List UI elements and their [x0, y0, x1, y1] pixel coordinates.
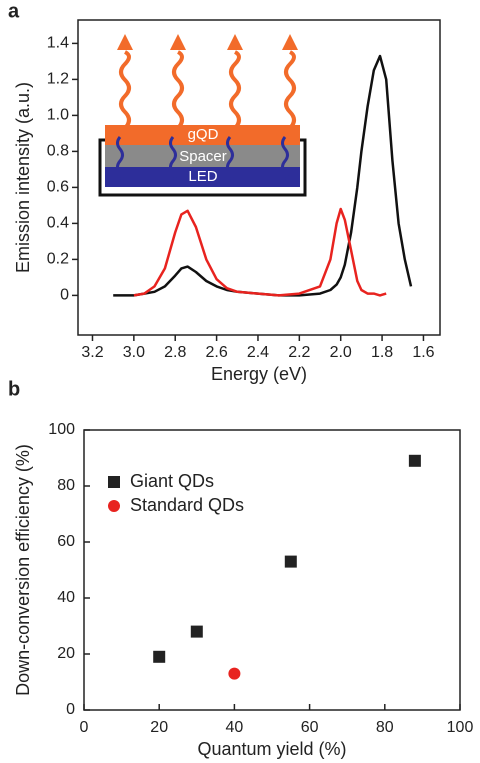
x-tick-label: 1.6 — [412, 344, 434, 361]
point — [408, 454, 421, 467]
spectrum-line — [133, 207, 387, 297]
y-tick-label: 1.0 — [47, 107, 69, 124]
y-tick-label: 60 — [57, 533, 75, 550]
spectrum-line — [113, 54, 413, 297]
wave — [119, 50, 131, 130]
x-tick-label: 60 — [301, 719, 319, 736]
y-axis-label: Down-conversion efficiency (%) — [13, 444, 33, 696]
legend-marker — [108, 476, 120, 488]
x-tick-label: 3.2 — [81, 344, 103, 361]
x-tick-label: 20 — [150, 719, 168, 736]
y-axis-label: Emission intensity (a.u.) — [13, 82, 33, 273]
x-axis-label: Quantum yield (%) — [197, 739, 346, 759]
y-tick-label: 0.2 — [47, 251, 69, 268]
y-tick-label: 0 — [60, 287, 69, 304]
y-tick-label: 20 — [57, 645, 75, 662]
point — [153, 650, 166, 663]
panel: 3.2 3.0 2.8 2.6 2.4 2.2 2.0 1.8 1.6 0 0.2 0.4 0.6 0.8… — [8, 0, 441, 384]
x-tick-label: 2.2 — [288, 344, 310, 361]
panel-label: b — [8, 378, 20, 400]
inset-label: gQD — [188, 126, 219, 143]
inset-label: LED — [188, 168, 217, 185]
wave-heads — [117, 34, 298, 50]
x-tick-label: 3.0 — [123, 344, 145, 361]
point — [190, 625, 203, 638]
wave — [172, 50, 184, 130]
plot-frame — [77, 19, 441, 336]
led-layer — [105, 167, 300, 187]
gqd-layer — [105, 125, 300, 145]
excitation-waves — [116, 136, 289, 186]
inset-label: Spacer — [179, 148, 227, 165]
x-tick-label: 2.8 — [164, 344, 186, 361]
point — [228, 667, 241, 680]
spacer-layer — [105, 145, 300, 167]
y-tick-label: 0 — [66, 701, 75, 718]
y-tick-label: 1.2 — [47, 71, 69, 88]
wave — [229, 50, 241, 130]
legend-label: Giant QDs — [130, 471, 214, 491]
inset-diagram: gQD Spacer LED — [98, 34, 307, 197]
x-tick-label: 40 — [226, 719, 244, 736]
x-tick-label: 2.0 — [330, 344, 352, 361]
y-tick-label: 1.4 — [47, 35, 69, 52]
panel-label: a — [8, 0, 20, 22]
x-tick-label: 0 — [80, 719, 89, 736]
y-tick-label: 0.8 — [47, 143, 69, 160]
y-tick-label: 100 — [48, 421, 75, 438]
emission-waves — [119, 50, 296, 130]
x-tick-label: 1.8 — [371, 344, 393, 361]
y-tick-label: 80 — [57, 477, 75, 494]
x-tick-label: 80 — [376, 719, 394, 736]
y-tick-label: 40 — [57, 589, 75, 606]
x-axis-label: Energy (eV) — [211, 364, 307, 384]
point — [284, 555, 297, 568]
x-tick-label: 100 — [447, 719, 474, 736]
panel: 0 20 40 60 80 100 0 20 40 60 80 100 Quantum yield (%… — [8, 378, 473, 758]
legend-marker — [108, 500, 120, 512]
x-tick-label: 2.4 — [247, 344, 269, 361]
legend-label: Standard QDs — [130, 495, 244, 515]
y-tick-label: 0.6 — [47, 179, 69, 196]
x-tick-label: 2.6 — [205, 344, 227, 361]
y-tick-label: 0.4 — [47, 215, 69, 232]
plot-frame — [83, 429, 461, 711]
wave — [284, 50, 296, 130]
